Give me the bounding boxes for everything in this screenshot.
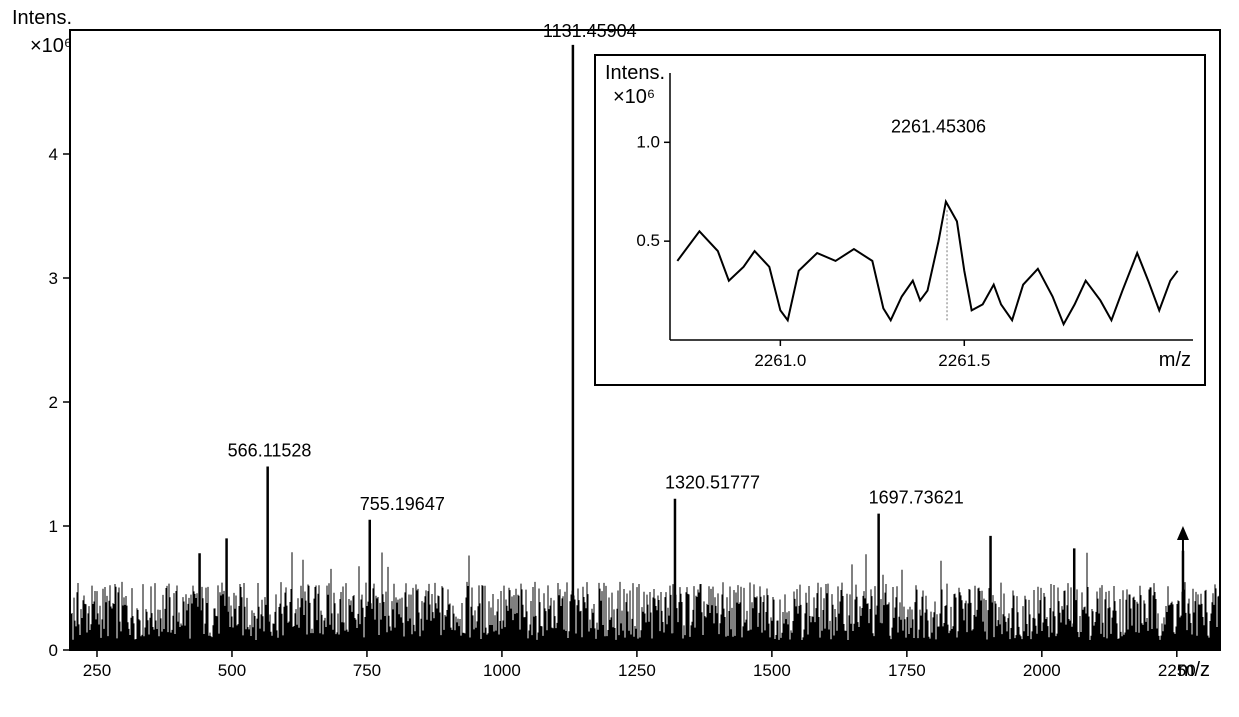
x-tick-label: 500 [218, 661, 246, 680]
x-tick-label: 1750 [888, 661, 926, 680]
inset-y-axis-exponent: ×10⁶ [613, 86, 655, 108]
inset-y-axis-label: Intens. [605, 62, 665, 84]
inset-peak-label: 2261.45306 [891, 116, 986, 136]
inset-x-tick-label: 2261.0 [754, 351, 806, 370]
x-tick-label: 750 [353, 661, 381, 680]
peak-label: 755.19647 [360, 494, 445, 514]
arrow-head [1177, 526, 1189, 540]
y-tick-label: 4 [49, 145, 58, 164]
x-tick-label: 1250 [618, 661, 656, 680]
inset-y-tick-label: 0.5 [636, 231, 660, 250]
y-tick-label: 2 [49, 393, 58, 412]
y-axis-exponent: ×10⁶ [30, 35, 72, 57]
peak-label: 1320.51777 [665, 473, 760, 493]
peak-label: 1697.73621 [869, 488, 964, 508]
y-tick-label: 1 [49, 517, 58, 536]
inset-x-tick-label: 2261.5 [938, 351, 990, 370]
peak-label: 1131.45904 [543, 21, 637, 41]
x-tick-label: 2000 [1023, 661, 1061, 680]
inset-y-tick-label: 1.0 [636, 132, 660, 151]
inset-frame [595, 55, 1205, 385]
x-tick-label: 1000 [483, 661, 521, 680]
mass-spectrum-chart: 01234Intens.×10⁶250500750100012501500175… [0, 0, 1239, 717]
peak-label: 566.11528 [228, 440, 312, 460]
x-axis-label: m/z [1178, 659, 1210, 681]
baseline-noise [70, 552, 1220, 650]
x-tick-label: 1500 [753, 661, 791, 680]
y-tick-label: 0 [49, 641, 58, 660]
y-axis-label: Intens. [12, 7, 72, 29]
y-tick-label: 3 [49, 269, 58, 288]
spectrum-svg: 01234Intens.×10⁶250500750100012501500175… [0, 0, 1239, 717]
x-tick-label: 250 [83, 661, 111, 680]
inset-x-axis-label: m/z [1159, 349, 1191, 371]
